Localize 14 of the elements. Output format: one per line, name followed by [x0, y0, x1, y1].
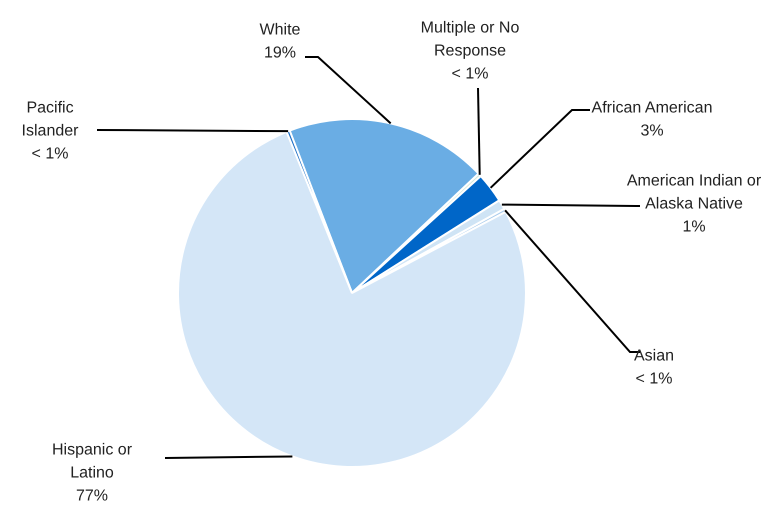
slice-label: American Indian or Alaska Native	[626, 172, 762, 212]
slice-label: Multiple or No Response	[420, 19, 520, 60]
data-label: < 1%	[636, 370, 672, 388]
slice-label: White	[260, 21, 301, 38]
slice-label: Asian	[634, 347, 674, 364]
data-label: 1%	[682, 218, 706, 236]
data-label: 19%	[264, 44, 296, 62]
slice-label: Hispanic or Latino	[52, 441, 133, 482]
data-label: < 1%	[32, 145, 68, 162]
data-label: < 1%	[452, 65, 488, 82]
data-label: 77%	[76, 487, 108, 504]
slice-label: African American	[592, 99, 712, 116]
slice-label: Pacific Islander	[22, 99, 80, 140]
data-label: 3%	[640, 122, 664, 140]
